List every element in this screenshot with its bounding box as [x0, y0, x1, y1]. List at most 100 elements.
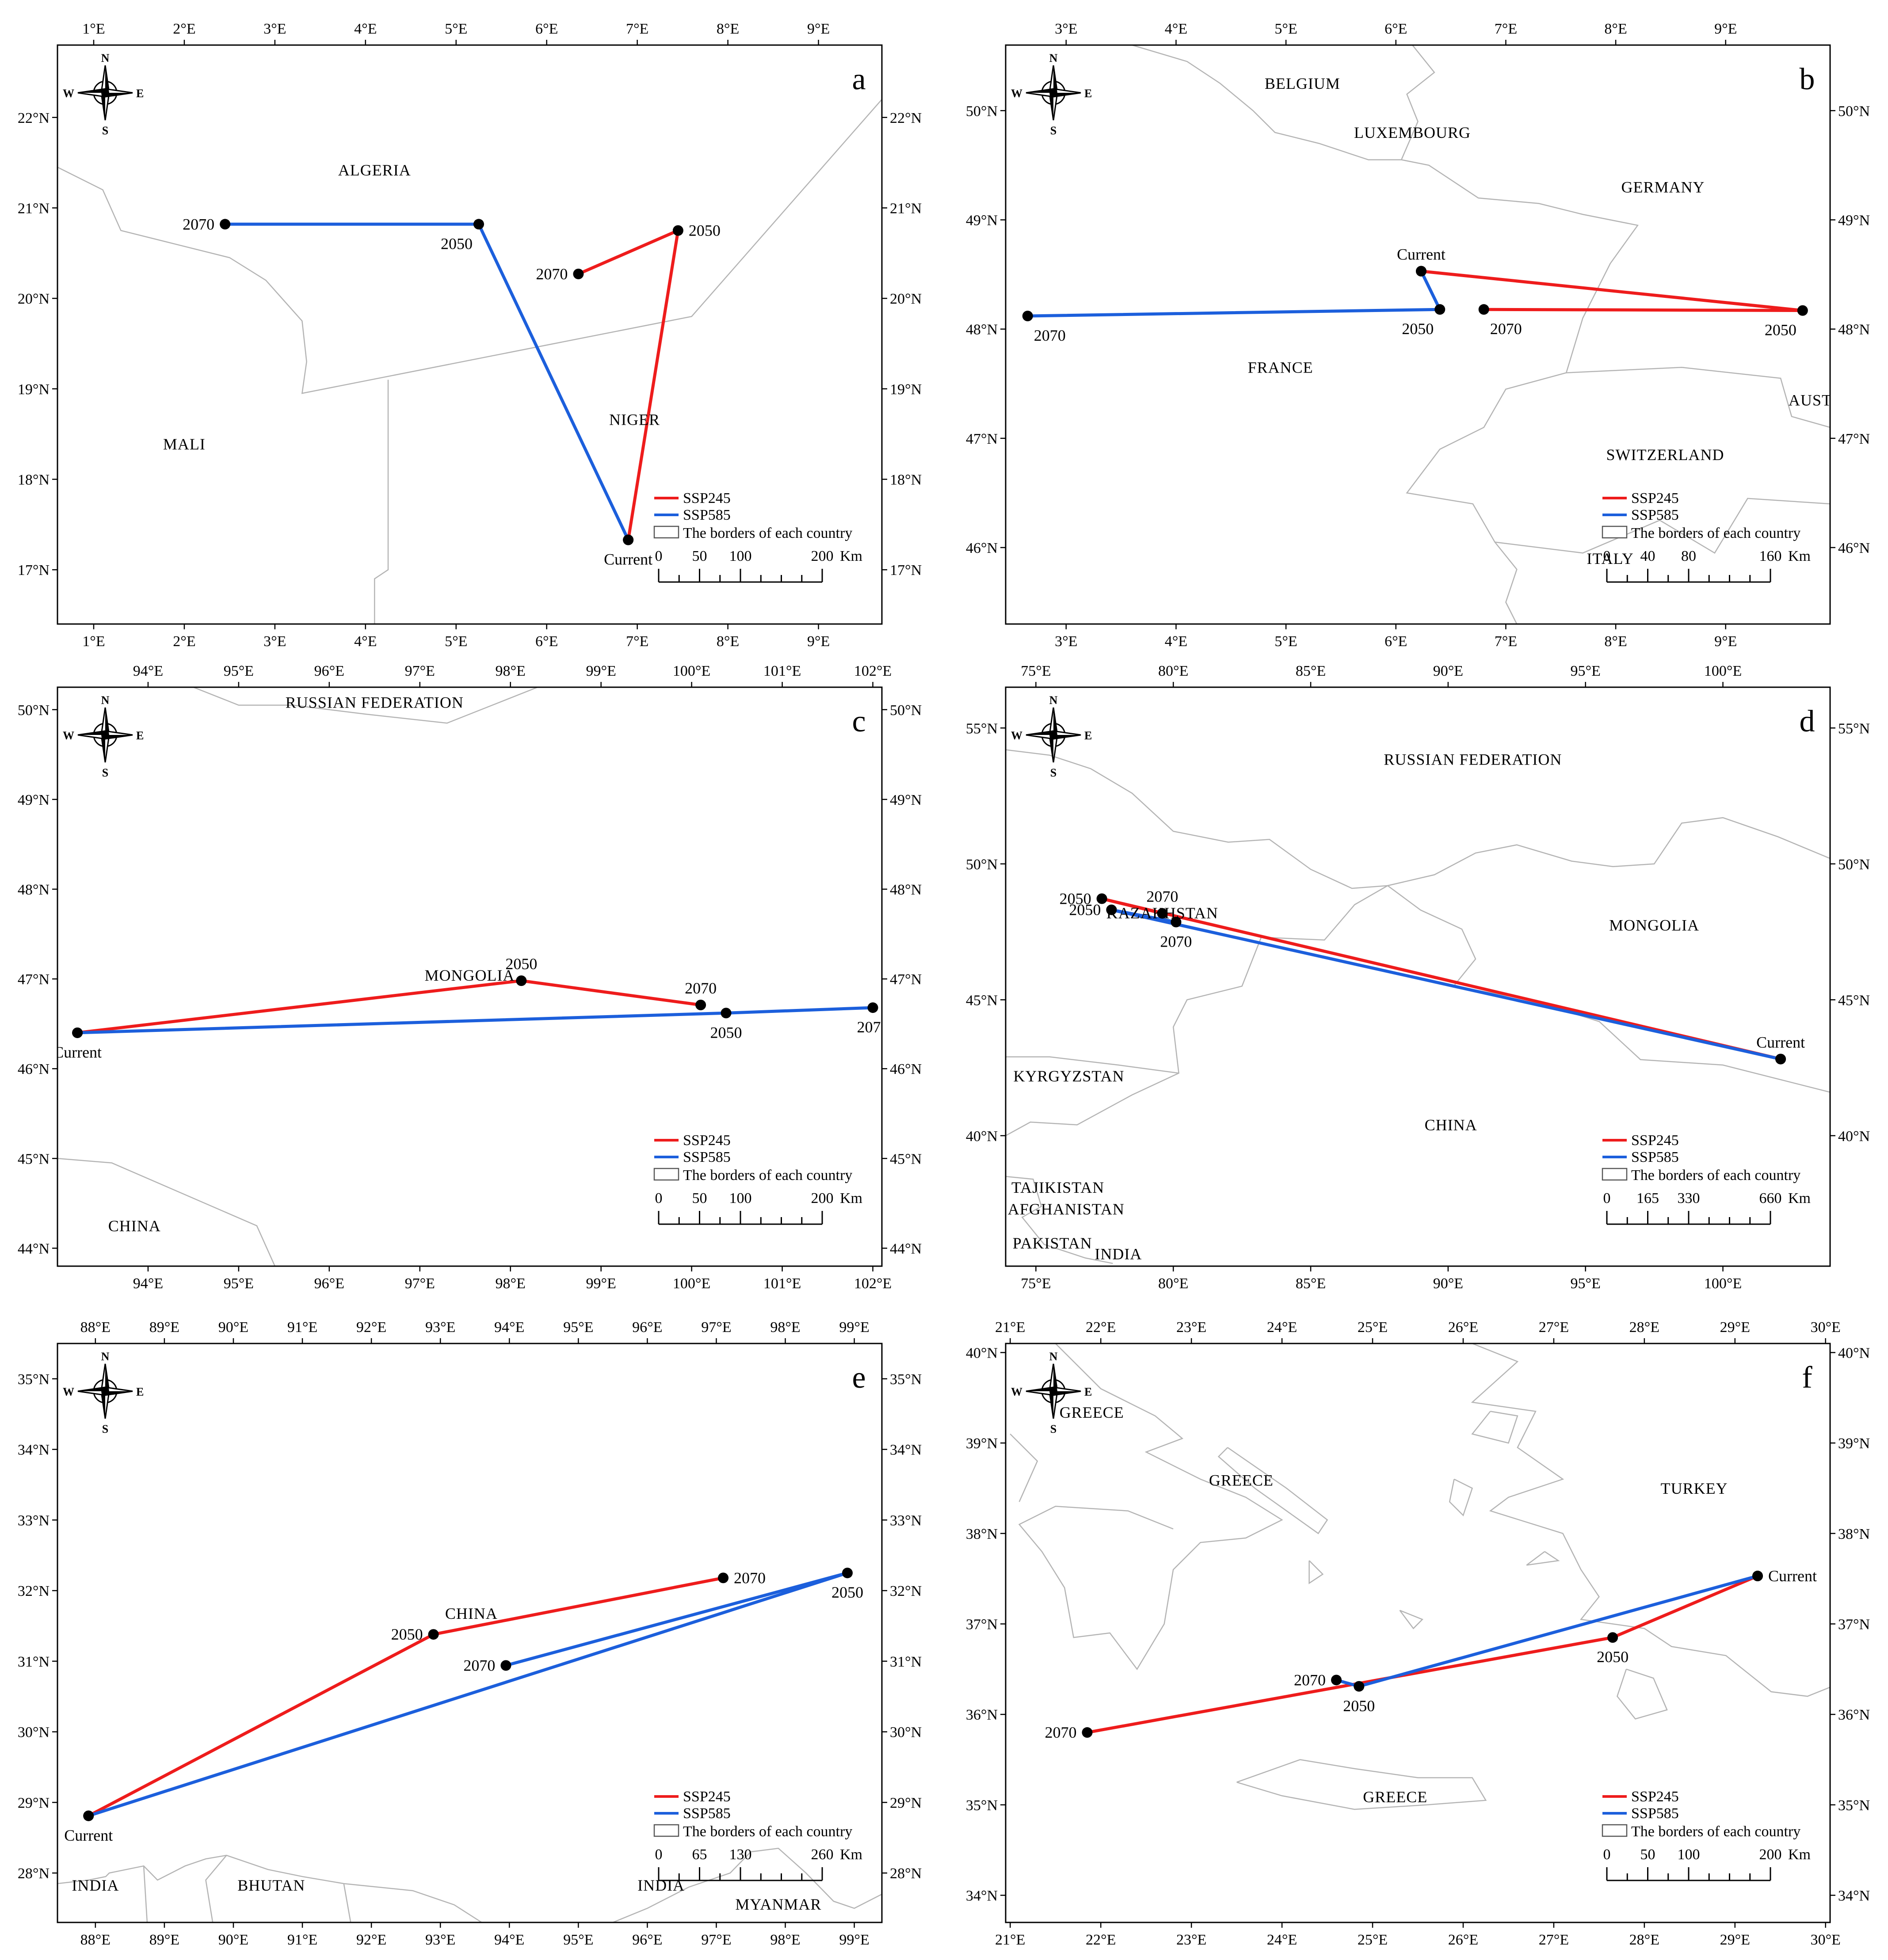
- country-border: [1006, 1056, 1179, 1074]
- ssp585-point-current: [72, 1027, 83, 1038]
- country-label: GREECE: [1209, 1471, 1274, 1489]
- lat-tick-label-right: 49°N: [1838, 212, 1870, 228]
- lon-tick-label-top: 90°E: [1433, 663, 1463, 679]
- country-label: TURKEY: [1661, 1480, 1728, 1497]
- lat-tick-label-right: 34°N: [1838, 1888, 1870, 1904]
- legend-borders-swatch: [653, 525, 679, 539]
- legend-borders-label: The borders of each country: [683, 1167, 852, 1184]
- ssp245-point-label: 2070: [536, 265, 568, 283]
- north-arrow-compass-icon: N S E W: [1011, 52, 1092, 137]
- compass-e: E: [136, 729, 144, 742]
- lon-tick-label-top: 3°E: [1055, 21, 1077, 37]
- lon-tick-label-top: 99°E: [839, 1319, 869, 1336]
- ssp245-point-label: 2050: [1060, 890, 1091, 907]
- ssp245-trajectory-line: [88, 1576, 724, 1817]
- legend-ssp585-label: SSP585: [683, 507, 731, 523]
- lon-tick-label-top: 93°E: [425, 1319, 455, 1336]
- lat-tick-label-right: 22°N: [890, 110, 922, 126]
- lat-tick-label-left: 34°N: [966, 1888, 998, 1904]
- country-label: RUSSIAN FEDERATION: [1384, 750, 1562, 768]
- compass-e: E: [1084, 87, 1092, 100]
- ssp585-point-label: 2050: [1402, 320, 1434, 338]
- country-border: [205, 1855, 227, 1922]
- legend-borders-swatch: [653, 1824, 679, 1837]
- country-border: [1010, 1433, 1038, 1502]
- lat-tick-label-left: 29°N: [18, 1795, 50, 1811]
- lon-tick-label-top: 91°E: [287, 1319, 317, 1336]
- lon-tick-label-bottom: 28°E: [1629, 1932, 1659, 1948]
- compass-s: S: [1050, 124, 1057, 137]
- country-border: [143, 1866, 148, 1922]
- ssp585-point-label: 2070: [463, 1656, 495, 1674]
- ssp585-point-label: 2050: [1343, 1697, 1375, 1715]
- lat-tick-label-left: 31°N: [18, 1654, 50, 1670]
- ssp245-point-2070: [1478, 304, 1489, 315]
- lat-tick-label-left: 50°N: [966, 103, 998, 119]
- country-label: MYANMAR: [735, 1895, 821, 1913]
- legend-ssp585-label: SSP585: [1631, 1149, 1679, 1165]
- country-label: MONGOLIA: [1609, 916, 1699, 934]
- lon-tick-label-top: 94°E: [494, 1319, 524, 1336]
- ssp585-point-2070: [220, 219, 231, 230]
- lat-tick-label-right: 47°N: [890, 971, 922, 988]
- country-label: AFGHANISTAN: [1008, 1200, 1125, 1218]
- lon-tick-label-bottom: 94°E: [494, 1932, 524, 1948]
- ssp585-point-current: [1775, 1054, 1786, 1065]
- lat-tick-label-left: 38°N: [966, 1526, 998, 1542]
- lon-tick-label-top: 5°E: [445, 21, 467, 37]
- lon-tick-label-top: 95°E: [224, 663, 254, 679]
- lat-tick-label-right: 46°N: [1838, 540, 1870, 556]
- country-border: [1006, 1176, 1113, 1264]
- compass-s: S: [1050, 1423, 1057, 1435]
- country-label: CHINA: [1425, 1116, 1477, 1134]
- country-border: [1217, 1447, 1328, 1534]
- ssp585-point-label: 2050: [710, 1024, 742, 1041]
- country-label: NIGER: [609, 411, 660, 429]
- scale-bar-value: 130: [729, 1846, 752, 1863]
- lon-tick-label-top: 89°E: [149, 1319, 179, 1336]
- country-label: FRANCE: [1248, 359, 1313, 377]
- lat-tick-label-right: 20°N: [890, 291, 922, 307]
- scale-bar-unit: Km: [840, 1190, 862, 1206]
- scale-bar-value: 0: [655, 1190, 663, 1206]
- ssp585-point-label: 2070: [1160, 932, 1192, 950]
- lat-tick-label-left: 46°N: [18, 1061, 50, 1077]
- ssp245-point-2070: [718, 1572, 729, 1583]
- map-content: Current 2050 2070 2050 2070 GREECE GREECE TURKE…: [1010, 1343, 1830, 1810]
- legend-ssp585-label: SSP585: [1631, 1805, 1679, 1822]
- ssp585-point-current: [1415, 266, 1426, 277]
- ssp585-point-label: 2070: [1294, 1671, 1326, 1689]
- lon-tick-label-bottom: 95°E: [1571, 1275, 1601, 1292]
- lon-tick-label-bottom: 100°E: [1704, 1275, 1742, 1292]
- lon-tick-label-bottom: 98°E: [496, 1275, 526, 1292]
- scale-bar-value: 50: [692, 1190, 707, 1206]
- lon-tick-label-bottom: 88°E: [80, 1932, 111, 1948]
- lon-tick-label-top: 24°E: [1267, 1319, 1297, 1336]
- ssp245-point-label: Current: [1768, 1567, 1817, 1585]
- compass-n: N: [1049, 52, 1058, 65]
- scale-bar-value: 50: [1640, 1846, 1655, 1863]
- scale-bar-value: 0: [655, 1846, 663, 1863]
- lat-tick-label-right: 40°N: [1838, 1345, 1870, 1361]
- lat-tick-label-right: 55°N: [1838, 720, 1870, 737]
- ssp245-point-label: 2050: [1765, 321, 1796, 339]
- lat-tick-label-left: 21°N: [18, 200, 50, 217]
- lon-tick-label-top: 97°E: [405, 663, 435, 679]
- legend-ssp585-label: SSP585: [683, 1149, 731, 1165]
- lat-tick-label-right: 18°N: [890, 472, 922, 488]
- lat-tick-label-left: 17°N: [18, 562, 50, 578]
- lon-tick-label-bottom: 94°E: [133, 1275, 163, 1292]
- compass-w: W: [63, 729, 74, 742]
- lat-tick-label-left: 18°N: [18, 472, 50, 488]
- lon-tick-label-top: 96°E: [314, 663, 344, 679]
- compass-w: W: [63, 87, 74, 100]
- country-label: SWITZERLAND: [1606, 446, 1724, 464]
- scale-bar-unit: Km: [840, 548, 862, 564]
- lon-tick-label-top: 23°E: [1176, 1319, 1206, 1336]
- lon-tick-label-top: 100°E: [1704, 663, 1742, 679]
- map-frame: [1005, 1343, 1831, 1923]
- panel-f: Current 2050 2070 2050 2070 GREECE GREECE TURKE…: [966, 1319, 1870, 1948]
- lon-tick-label-bottom: 80°E: [1158, 1275, 1188, 1292]
- lon-tick-label-top: 4°E: [1165, 21, 1187, 37]
- legend-ssp245-label: SSP245: [683, 1132, 731, 1149]
